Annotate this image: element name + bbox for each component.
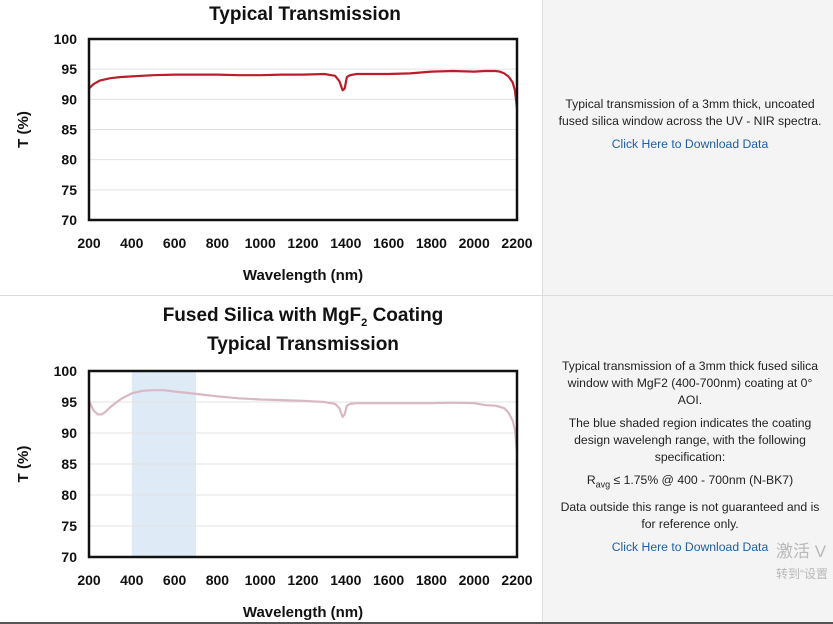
plot-frame: [87, 37, 519, 222]
x-tick-label: 600: [163, 235, 187, 251]
y-tick-label: 95: [61, 394, 77, 410]
series-line: [88, 389, 519, 452]
x-tick-label: 2200: [501, 572, 532, 588]
plot-frame: [87, 369, 519, 559]
series-line: [88, 69, 519, 109]
x-tick-label: 1200: [287, 235, 318, 251]
download-data-link[interactable]: Click Here to Download Data: [611, 137, 769, 151]
x-tick-label: 600: [163, 572, 187, 588]
shaded-region-note: The blue shaded region indicates the coa…: [568, 416, 812, 464]
y-axis-label: T (%): [15, 111, 32, 148]
y-tick-label: 75: [61, 182, 77, 198]
x-tick-label: 1800: [416, 235, 447, 251]
x-tick-label: 1000: [245, 572, 276, 588]
x-tick-label: 2200: [501, 235, 532, 251]
chart-title-end: Coating: [367, 305, 443, 326]
spec-symbol: R: [586, 473, 596, 487]
description-text: Typical transmission of a 3mm thick fuse…: [561, 359, 819, 407]
description-text: Typical transmission of a 3mm thick, unc…: [558, 97, 822, 128]
x-tick-label: 800: [206, 235, 230, 251]
y-tick-label: 85: [61, 456, 77, 472]
chart-cell-coated: Fused Silica with MgF2 Coating Typical T…: [0, 296, 543, 624]
chart-cell-uncoated: Typical Transmission 100 95 90 85 80 75 70 200 4…: [0, 0, 543, 295]
description-panel-coated: Typical transmission of a 3mm thick fuse…: [543, 296, 833, 624]
x-tick-label: 400: [120, 572, 144, 588]
y-tick-label: 100: [54, 31, 78, 47]
bottom-divider: [0, 622, 833, 624]
x-tick-label: 2000: [459, 235, 490, 251]
chart-title: Typical Transmission: [209, 4, 401, 25]
y-tick-label: 80: [61, 487, 77, 503]
y-tick-label: 100: [54, 363, 78, 379]
x-tick-label: 1200: [287, 572, 318, 588]
watermark-line2: 转到“设置: [776, 567, 828, 581]
y-tick-label: 70: [61, 549, 77, 565]
description-block: Typical transmission of a 3mm thick, unc…: [557, 96, 823, 153]
activation-watermark: 激活 V 转到“设置: [776, 541, 828, 585]
x-axis-label: Wavelength (nm): [243, 267, 363, 284]
x-tick-label: 1800: [416, 572, 447, 588]
description-panel-uncoated: Typical transmission of a 3mm thick, unc…: [543, 0, 833, 295]
y-tick-label: 90: [61, 91, 77, 107]
y-tick-label: 95: [61, 61, 77, 77]
transmission-chart-mgf2: Fused Silica with MgF2 Coating Typical T…: [15, 305, 533, 621]
x-tick-label: 1600: [373, 572, 404, 588]
watermark-line1: 激活 V: [776, 542, 827, 561]
chart-title-main: Fused Silica with MgF: [163, 305, 361, 326]
y-tick-label: 70: [61, 212, 77, 228]
x-tick-label: 400: [120, 235, 144, 251]
spec-value: ≤ 1.75% @ 400 - 700nm (N-BK7): [610, 473, 794, 487]
x-axis-label: Wavelength (nm): [243, 604, 363, 621]
y-axis-label: T (%): [15, 446, 32, 483]
x-tick-label: 200: [77, 572, 101, 588]
x-tick-label: 1400: [330, 572, 361, 588]
y-tick-label: 75: [61, 518, 77, 534]
x-tick-label: 1400: [330, 235, 361, 251]
chart-title-line1: Fused Silica with MgF2 Coating: [163, 305, 444, 329]
disclaimer-text: Data outside this range is not guarantee…: [560, 500, 820, 532]
y-tick-label: 85: [61, 122, 77, 138]
x-tick-label: 2000: [459, 572, 490, 588]
chart-title-subscript: 2: [361, 317, 367, 329]
x-tick-label: 800: [206, 572, 230, 588]
chart-row-coated: Fused Silica with MgF2 Coating Typical T…: [0, 296, 833, 624]
x-tick-label: 1000: [245, 235, 276, 251]
y-tick-label: 90: [61, 425, 77, 441]
spec-subscript: avg: [595, 479, 611, 490]
y-tick-label: 80: [61, 152, 77, 168]
x-tick-label: 200: [77, 235, 101, 251]
coating-spec: Ravg ≤ 1.75% @ 400 - 700nm (N-BK7): [557, 472, 823, 493]
description-block: Typical transmission of a 3mm thick fuse…: [557, 358, 823, 556]
x-tick-label: 1600: [373, 235, 404, 251]
download-data-link[interactable]: Click Here to Download Data: [611, 540, 769, 555]
chart-row-uncoated: Typical Transmission 100 95 90 85 80 75 70 200 4…: [0, 0, 833, 296]
chart-title-line2: Typical Transmission: [207, 334, 399, 355]
